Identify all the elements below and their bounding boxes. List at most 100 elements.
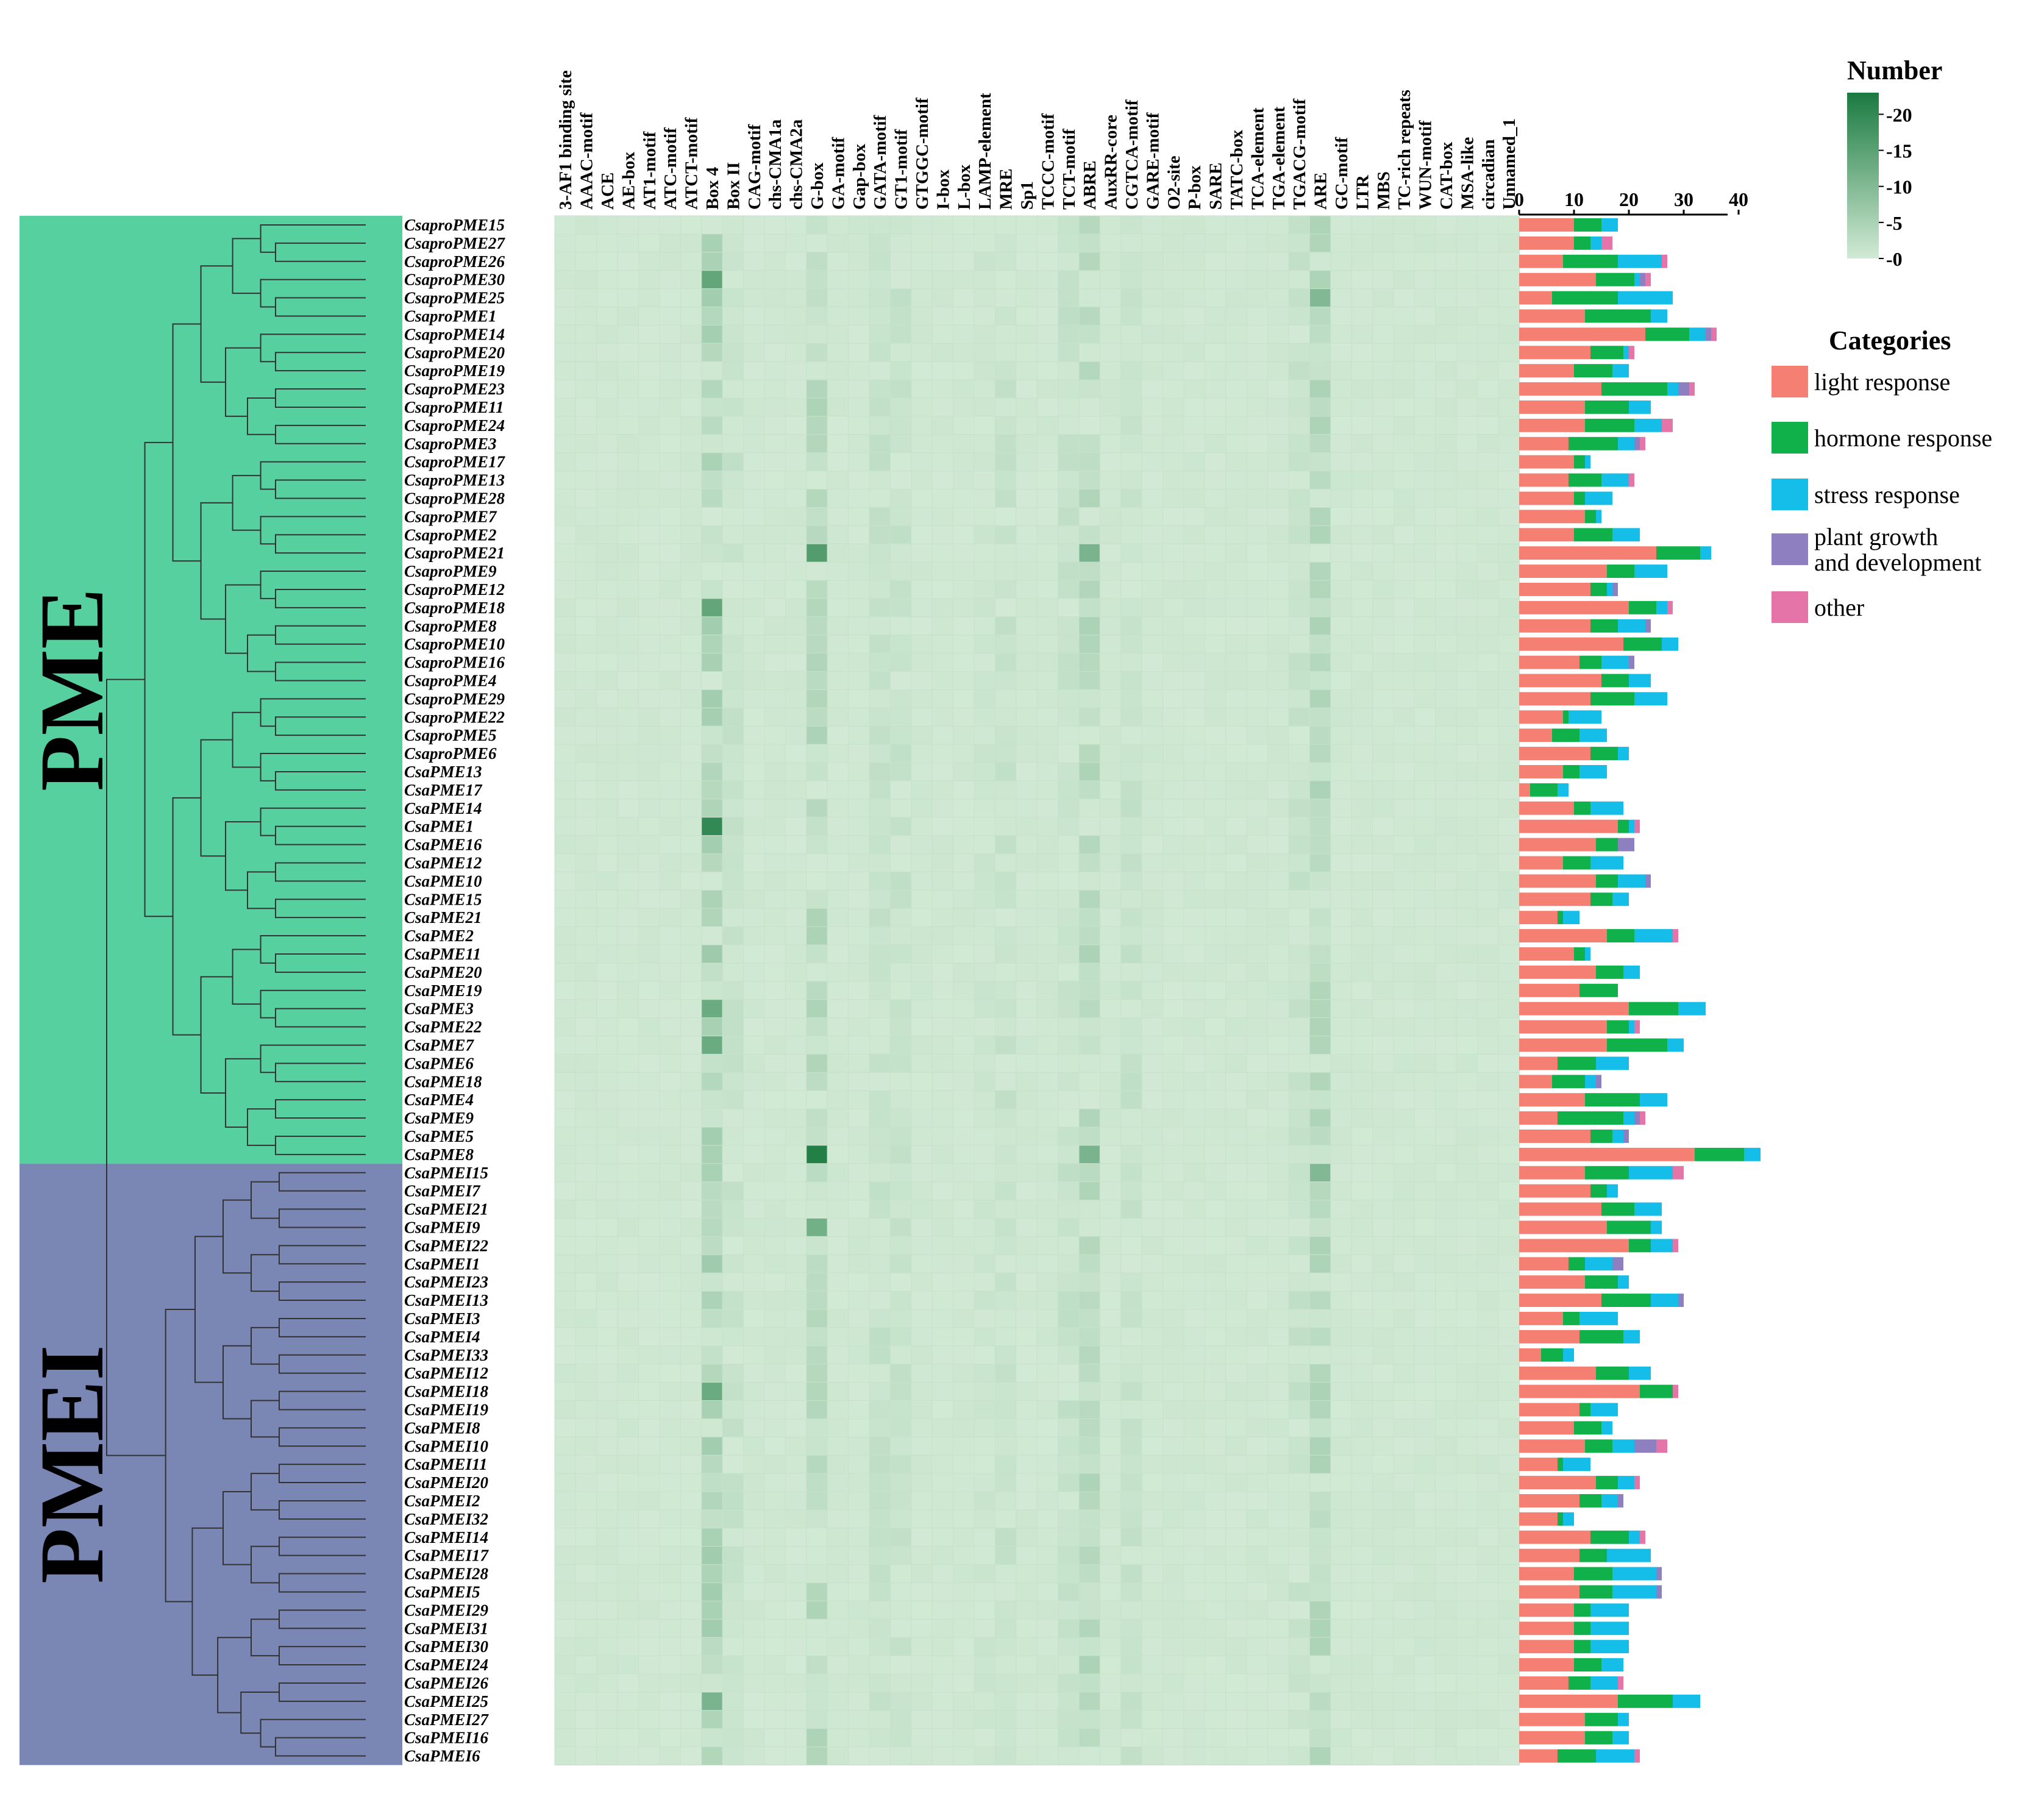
heatmap-cell [1351, 416, 1373, 435]
heatmap-cell [1393, 1309, 1415, 1328]
heatmap-cell [1288, 1564, 1310, 1584]
heatmap-cell [1414, 598, 1436, 618]
heatmap-cell [994, 1382, 1017, 1401]
heatmap-cell [785, 744, 807, 763]
heatmap-cell [659, 1309, 681, 1328]
heatmap-cell [1099, 1072, 1122, 1091]
bar-segment [1678, 382, 1689, 396]
heatmap-cell [638, 1436, 660, 1456]
gene-label: CsaPME13 [404, 763, 482, 781]
motif-label: ACE [598, 173, 618, 210]
heatmap-cell [1141, 671, 1164, 690]
heatmap-cell [974, 1436, 995, 1456]
heatmap-cell [722, 1236, 744, 1255]
heatmap-cell [848, 489, 870, 508]
heatmap-cell [743, 1364, 765, 1383]
heatmap-cell [1120, 944, 1142, 964]
heatmap-cell [869, 1145, 891, 1164]
heatmap-cell [1225, 653, 1247, 672]
bar-segment [1519, 1439, 1585, 1453]
heatmap-cell [1414, 1655, 1436, 1675]
heatmap-cell [848, 525, 870, 544]
gene-label: CsaproPME15 [404, 216, 505, 234]
heatmap-cell [764, 507, 786, 526]
heatmap-cell [1267, 288, 1289, 308]
heatmap-cell [1393, 1254, 1415, 1273]
heatmap-cell [1477, 379, 1499, 399]
heatmap-cell [911, 379, 933, 399]
heatmap-cell [1036, 215, 1059, 235]
heatmap-cell [1099, 871, 1122, 891]
heatmap-cell [1435, 853, 1457, 872]
heatmap-cell [1246, 215, 1269, 235]
heatmap-cell [1477, 489, 1499, 508]
heatmap-cell [617, 889, 639, 909]
heatmap-cell [953, 1564, 975, 1584]
heatmap-cell [1141, 416, 1164, 435]
heatmap-cell [848, 744, 870, 763]
heatmap-cell [1288, 1436, 1310, 1456]
heatmap-cell [974, 1692, 995, 1711]
heatmap-cell [1372, 270, 1394, 290]
heatmap-cell [1141, 853, 1164, 872]
heatmap-cell [764, 780, 786, 800]
heatmap-cell [764, 1200, 786, 1219]
heatmap-cell [1267, 343, 1289, 362]
heatmap-cell [1267, 1473, 1289, 1492]
heatmap-cell [974, 1710, 995, 1729]
heatmap-cell [785, 1382, 807, 1401]
heatmap-cell [764, 1181, 786, 1201]
heatmap-cell [1498, 1218, 1520, 1237]
heatmap-cell [1372, 1618, 1394, 1638]
heatmap-cell [1099, 1728, 1122, 1748]
heatmap-cell [1435, 1418, 1457, 1437]
heatmap-cell [743, 762, 765, 781]
bar-segment [1574, 236, 1590, 250]
heatmap-cell [722, 1746, 744, 1766]
heatmap-cell [1141, 434, 1164, 454]
heatmap-cell [1163, 434, 1184, 454]
motif-label: Unnamed_1 [1500, 118, 1519, 210]
heatmap-cell [1267, 489, 1289, 508]
heatmap-cell [1016, 689, 1038, 708]
heatmap-cell [994, 1036, 1017, 1055]
heatmap-cell [659, 1053, 681, 1073]
heatmap-cell [848, 1491, 870, 1511]
heatmap-cell [806, 725, 828, 745]
heatmap-cell [931, 1491, 954, 1511]
heatmap-cell [680, 1382, 702, 1401]
heatmap-cell [554, 324, 576, 344]
heatmap-cell [994, 1710, 1017, 1729]
heatmap-cell [1498, 1454, 1520, 1474]
heatmap-cell [827, 1145, 849, 1164]
heatmap-cell [1016, 635, 1038, 654]
heatmap-cell [722, 780, 744, 800]
heatmap-cell [617, 963, 639, 982]
heatmap-cell [1372, 799, 1394, 818]
motif-label: GT1-motif [892, 129, 911, 210]
heatmap-cell [617, 215, 639, 235]
heatmap-cell [554, 944, 576, 964]
heatmap-cell [554, 1418, 576, 1437]
heatmap-cell [1141, 1509, 1164, 1529]
heatmap-cell [1204, 452, 1227, 472]
heatmap-cell [617, 1618, 639, 1638]
bar-segment [1667, 382, 1678, 396]
heatmap-cell [911, 963, 933, 982]
heatmap-cell [1477, 1436, 1499, 1456]
heatmap-cell [617, 288, 639, 308]
heatmap-cell [1414, 561, 1436, 581]
heatmap-cell [701, 1655, 723, 1675]
heatmap-cell [617, 507, 639, 526]
heatmap-cell [1204, 963, 1227, 982]
heatmap-cell [911, 1528, 933, 1547]
heatmap-cell [931, 324, 954, 344]
heatmap-cell [1288, 1400, 1310, 1419]
heatmap-cell [1225, 397, 1247, 417]
heatmap-cell [1414, 525, 1436, 544]
heatmap-cell [1477, 1600, 1499, 1620]
heatmap-cell [911, 561, 933, 581]
heatmap-cell [1204, 1564, 1227, 1584]
heatmap-cell [1456, 871, 1478, 891]
heatmap-cell [911, 817, 933, 836]
